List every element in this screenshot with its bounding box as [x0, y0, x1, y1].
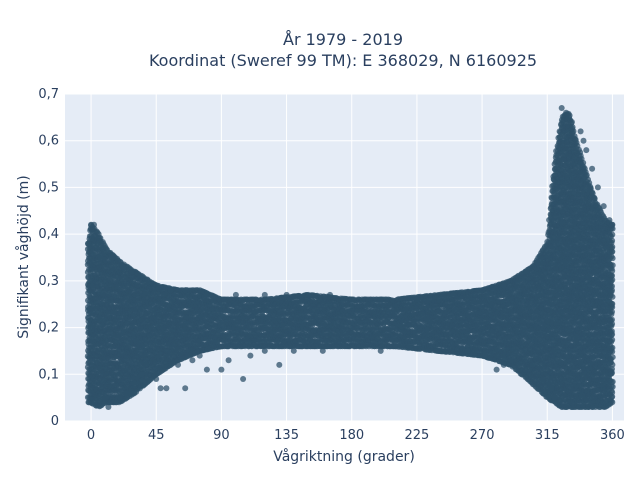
- plot-area: 0 45 90 135 180 225 270 315 36000,10,20,30,40,50…: [38, 87, 625, 443]
- chart-subtitle: Koordinat (Sweref 99 TM): E 368029, N 61…: [149, 51, 537, 70]
- scatter-series: [84, 105, 616, 410]
- chart-title: År 1979 - 2019: [283, 30, 403, 49]
